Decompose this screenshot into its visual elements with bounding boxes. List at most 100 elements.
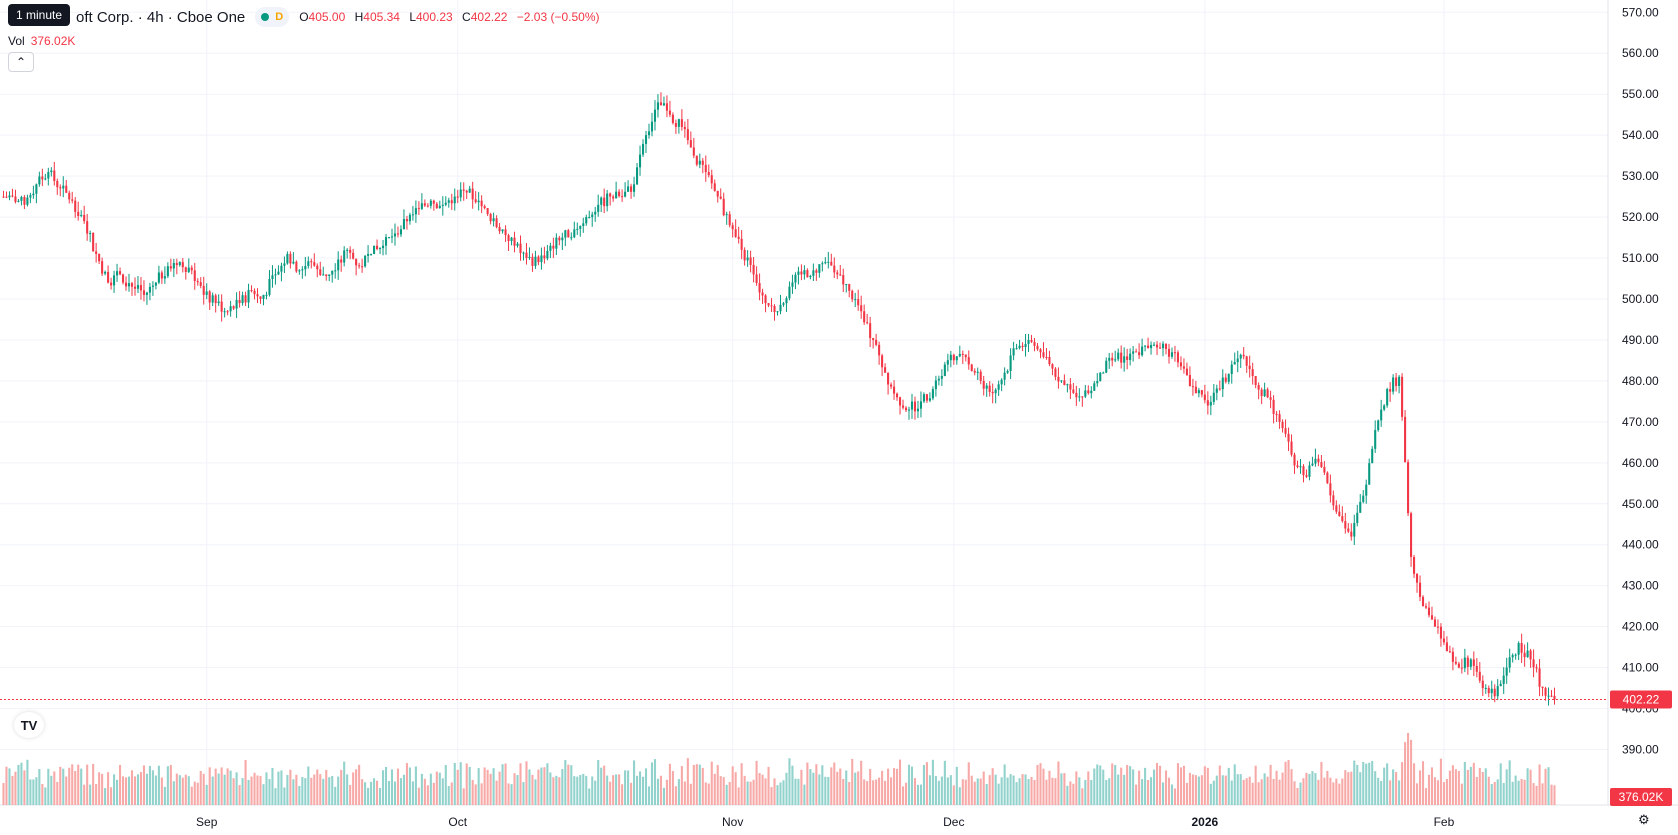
settings-glyph: ⚙ [1638,812,1650,827]
volume-bar [1102,769,1105,805]
volume-bar [295,774,298,805]
candle-body [949,354,952,361]
volume-bar [737,787,740,805]
volume-bar [175,773,178,805]
candle-body [253,290,256,295]
candle-body [352,252,355,259]
candle-body [824,262,827,264]
volume-bar [1413,763,1416,805]
volume-bar [1254,765,1257,805]
candle-body [477,200,480,203]
volume-bar [1356,764,1359,805]
volume-bar [274,788,277,805]
candle-body [1305,475,1308,477]
candle-body [307,261,310,267]
volume-bar [638,771,642,805]
volume-bar [235,772,238,805]
volume-bar [367,787,370,805]
candle-body [501,229,504,232]
volume-bar [1404,742,1407,805]
gear-icon[interactable]: ⚙ [1638,812,1650,828]
volume-bar [1120,767,1123,805]
volume-bar [1266,776,1269,805]
candle-body [677,119,680,127]
candle-body [1036,345,1039,350]
candle-body [1362,495,1365,502]
volume-bar [41,783,44,805]
candle-body [301,269,304,271]
volume-bar [498,771,501,805]
volume-bar [1371,760,1374,805]
volume-bar [346,774,349,805]
candle-body [1487,687,1490,694]
candle-body [95,251,98,254]
volume-bar [1433,777,1437,805]
candle-body [1018,345,1021,349]
volume-bar [310,777,313,805]
candle-body [1218,388,1221,390]
candle-body [1069,384,1072,390]
market-status-badge[interactable]: D [255,7,290,27]
volume-bar [444,764,447,805]
y-tick-label: 440.00 [1622,538,1659,552]
candle-body [1215,388,1218,393]
volume-bar [1415,783,1419,805]
candle-body [710,175,713,184]
y-tick-label: 490.00 [1622,333,1659,347]
volume-bar [1368,762,1371,805]
candle-body [1418,582,1422,597]
volume-bar [1296,787,1299,805]
candle-body [145,292,148,295]
volume-bar [644,768,648,805]
candle-body [1392,377,1395,392]
candle-body [997,384,1000,390]
candle-body [208,291,211,303]
symbol-title[interactable]: oft Corp. · 4h · Cboe One [76,8,246,26]
candle-body [211,295,214,303]
volume-bar [1006,777,1009,805]
volume-bar [80,768,83,805]
candle-body [836,272,839,275]
volume-bar [334,786,337,805]
x-tick-label: Sep [196,815,218,829]
candle-body [199,282,202,286]
candle-body [1436,626,1440,628]
volume-bar [238,785,241,805]
volume-bar [1442,782,1445,805]
candle-body [567,230,570,238]
candle-body [370,253,373,255]
volume-bar [1520,779,1523,805]
volume-bar [190,786,193,805]
candle-body [1012,348,1015,356]
candle-body [618,191,621,197]
candle-body [943,364,946,377]
volume-bar [1338,783,1341,805]
volume-bar [925,762,928,805]
tradingview-logo-icon[interactable]: TV [14,712,44,738]
volume-bar [1311,771,1314,805]
volume-bar [594,780,597,805]
volume-bar [866,781,869,805]
volume-bar [872,780,875,805]
candle-body [893,386,896,394]
volume-bar [408,767,411,805]
volume-bar [827,776,830,805]
candle-body [89,233,92,235]
collapse-legend-button[interactable]: ⌃ [8,52,34,72]
candle-body [1499,683,1502,687]
volume-bar [1144,767,1147,805]
candle-body [432,200,435,204]
volume-bar [1469,766,1472,805]
candle-body [1138,352,1141,356]
volume-bar [331,775,334,805]
volume-bar [1550,784,1553,805]
candle-body [1332,495,1335,506]
volume-bar [961,779,964,805]
volume-bar [1418,770,1422,805]
volume-bar [1057,761,1060,805]
volume-label: Vol [8,34,25,48]
candle-body [1275,413,1278,415]
candle-body [1209,401,1212,406]
